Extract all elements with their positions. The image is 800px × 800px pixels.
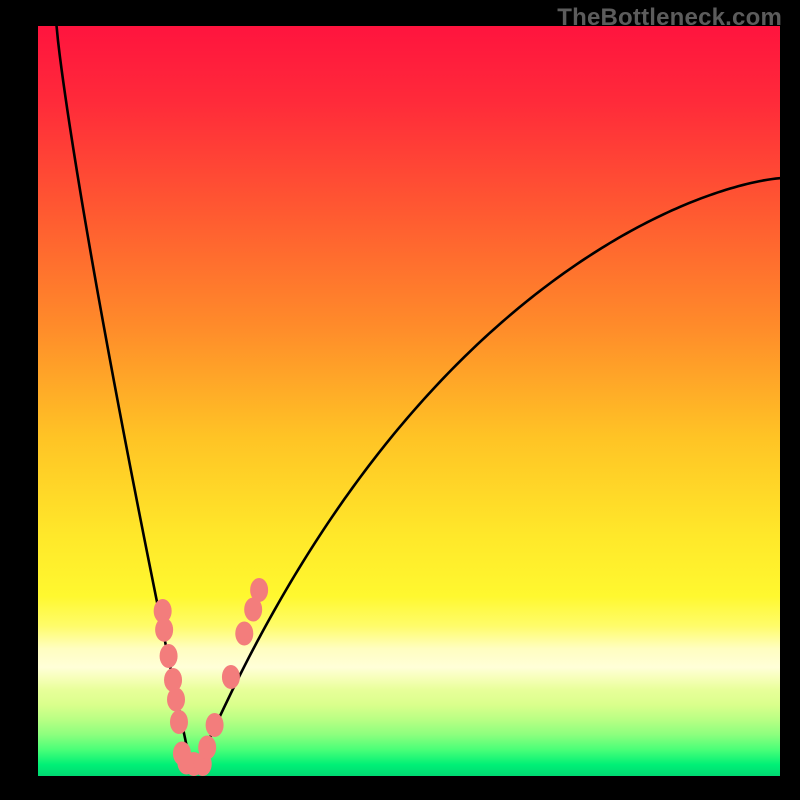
chart-container: { "canvas": { "width": 800, "height": 80… [0,0,800,800]
data-marker [235,622,253,646]
plot-svg [38,26,780,776]
data-marker [160,644,178,668]
data-marker [206,713,224,737]
data-marker [170,710,188,734]
data-marker [198,736,216,760]
data-marker [250,578,268,602]
gradient-background [38,26,780,776]
watermark-text: TheBottleneck.com [557,4,782,32]
data-marker [167,688,185,712]
data-marker [222,665,240,689]
data-marker [155,618,173,642]
plot-area [38,26,780,776]
